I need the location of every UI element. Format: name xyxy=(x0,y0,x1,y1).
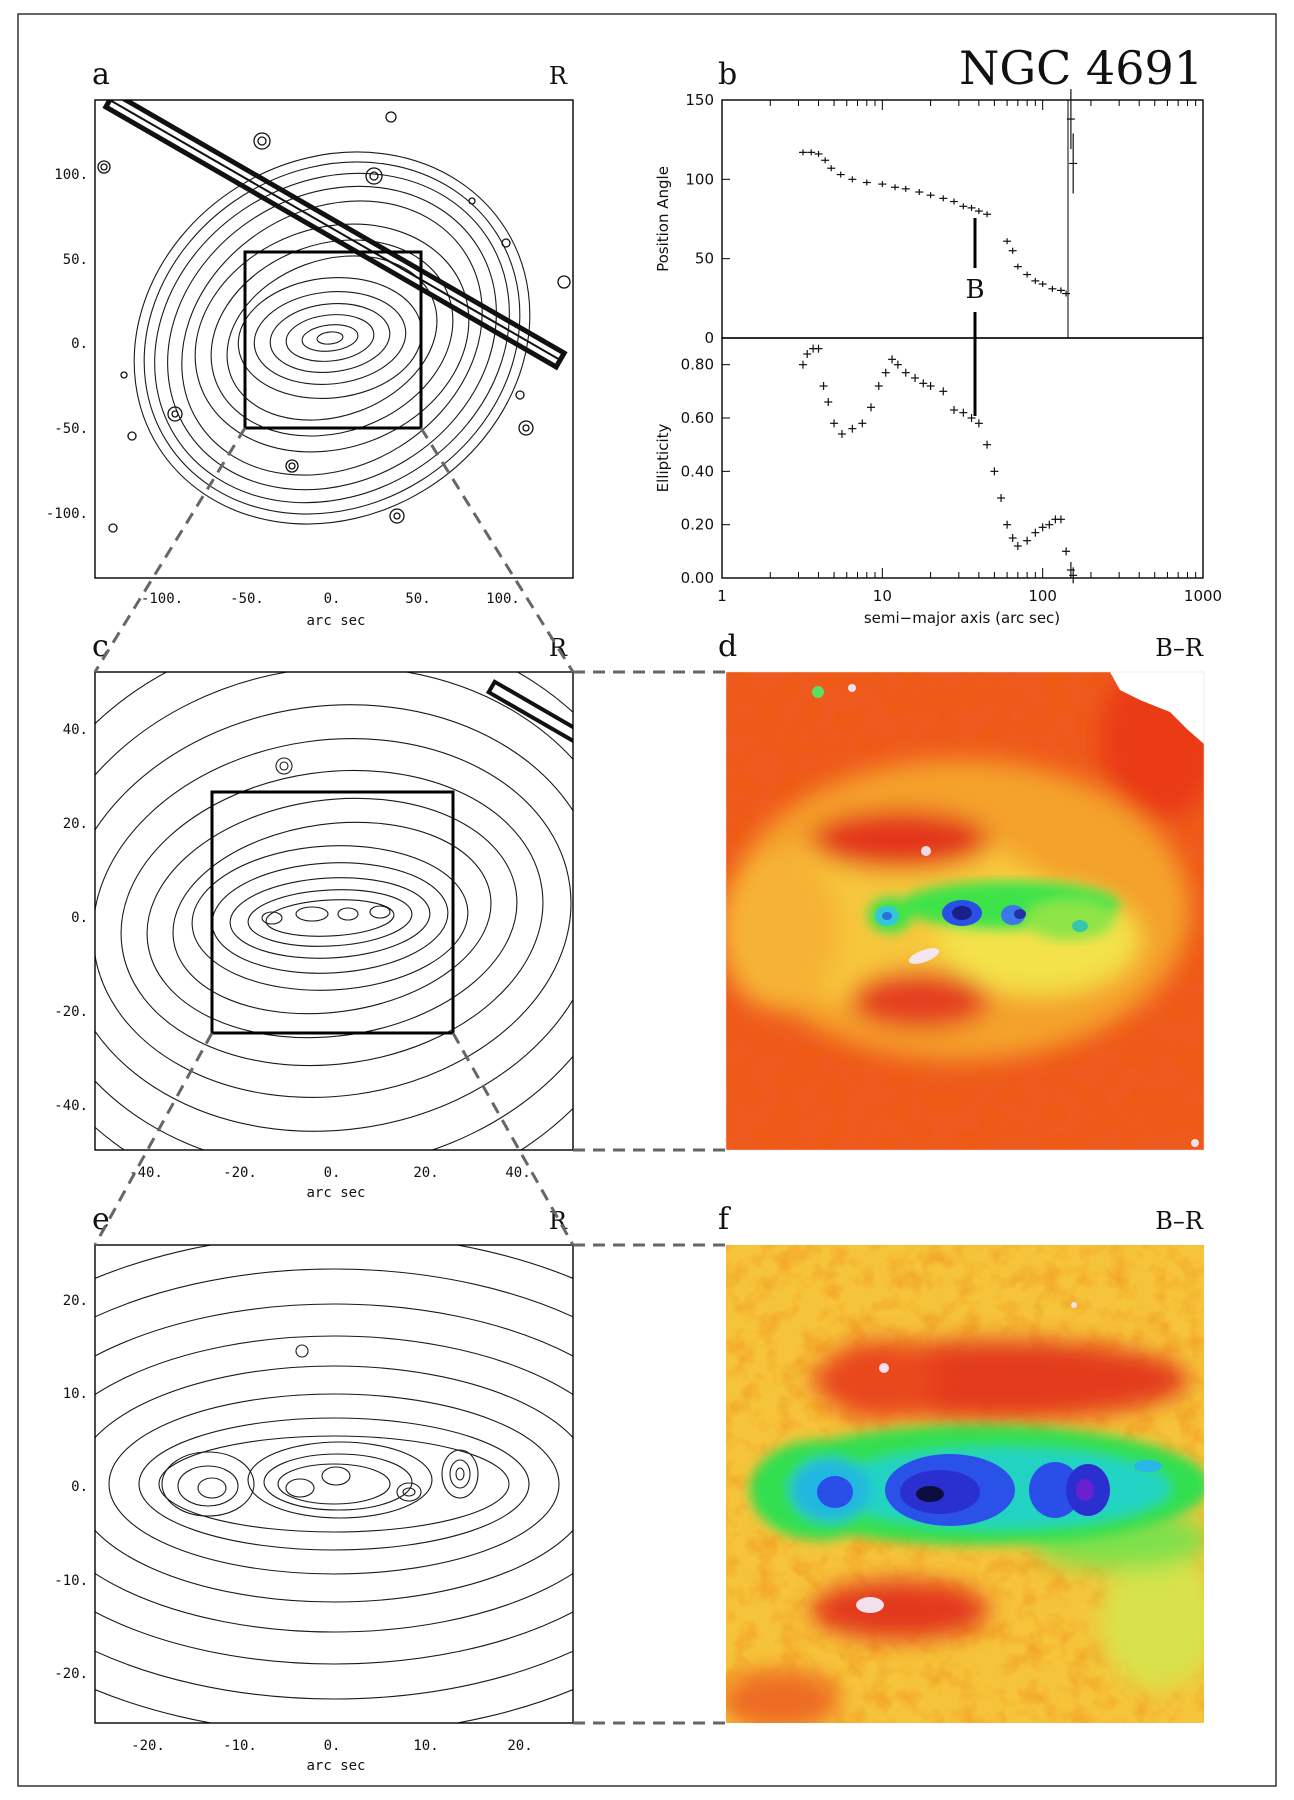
panel-c-ytick: 40. xyxy=(63,722,88,738)
panel-c-zoom-box xyxy=(210,790,455,1035)
panel-a: a R xyxy=(46,57,574,629)
ell-ytick-label: 0.60 xyxy=(681,409,714,427)
panel-e-x-ticks: -20. -10. 0. 10. 20. xyxy=(131,1738,533,1754)
panel-d-letter: d xyxy=(718,629,737,664)
page-frame xyxy=(17,13,1277,1787)
x-tick-label: 1 xyxy=(717,587,727,605)
panel-a-frame xyxy=(94,99,574,579)
panel-a-ytick: 100. xyxy=(54,167,88,183)
panel-e-xtick: 10. xyxy=(413,1738,438,1754)
ell-ytick-label: 0.00 xyxy=(681,569,714,587)
panel-e-contours xyxy=(95,1245,573,1723)
panel-a-xtick: -100. xyxy=(141,591,183,607)
panel-e-frame xyxy=(94,1244,574,1724)
panel-a-xlabel: arc sec xyxy=(306,613,365,629)
panel-d-band: B–R xyxy=(1155,634,1204,662)
panel-f: f B–R xyxy=(718,1202,1204,1723)
panel-a-contours xyxy=(97,100,571,533)
panel-c-xtick: 20. xyxy=(413,1165,438,1181)
zoom-connectors xyxy=(93,427,726,1725)
panel-f-letter: f xyxy=(718,1202,731,1237)
pa-ytick-label: 150 xyxy=(685,91,714,109)
panel-c-ytick: -40. xyxy=(54,1098,88,1114)
panel-a-ytick: -50. xyxy=(54,421,88,437)
panel-c-ytick: -20. xyxy=(54,1004,88,1020)
panel-a-band: R xyxy=(549,62,568,90)
panel-a-xtick: -50. xyxy=(230,591,264,607)
panel-c-xlabel: arc sec xyxy=(306,1185,365,1201)
pa-ytick-label: 50 xyxy=(695,250,714,268)
panel-a-xtick: 50. xyxy=(405,591,430,607)
panel-b-top-axis: 150 100 50 0 xyxy=(685,91,1204,347)
panel-d-frame xyxy=(725,671,1205,1151)
panel-e-xtick: -10. xyxy=(223,1738,257,1754)
panel-c-xtick: -40. xyxy=(129,1165,163,1181)
panel-c-x-ticks: -40. -20. 0. 20. 40. xyxy=(129,1165,531,1181)
bar-marker-label: B xyxy=(965,275,984,305)
panel-f-color-map xyxy=(726,1245,1204,1723)
panel-b-bottom-axis: 0.80 0.60 0.40 0.20 0.001 10 100 1000 xyxy=(681,356,1223,605)
panel-c-xtick: -20. xyxy=(223,1165,257,1181)
panel-e-ytick: 20. xyxy=(63,1293,88,1309)
ell-ytick-label: 0.40 xyxy=(681,462,714,480)
panel-a-ytick: 50. xyxy=(63,252,88,268)
panel-a-letter: a xyxy=(92,57,110,92)
panel-e-ytick: 10. xyxy=(63,1386,88,1402)
panel-c-xtick: 40. xyxy=(505,1165,530,1181)
panel-a-stars xyxy=(97,111,571,533)
panel-e-xtick: -20. xyxy=(131,1738,165,1754)
panel-a-x-ticks: -100. -50. 0. 50. 100. xyxy=(141,591,520,607)
panel-a-zoom-box xyxy=(243,250,423,430)
panel-c-y-ticks: 40. 20. 0. -20. -40. xyxy=(54,722,88,1114)
panel-a-ytick: 0. xyxy=(71,336,88,352)
panel-b: b 150 100 50 0 0.80 0.60 0.40 0.20 0.001 10 100 10… xyxy=(654,57,1222,627)
panel-c-frame xyxy=(94,671,574,1151)
panel-e-ytick: 0. xyxy=(71,1479,88,1495)
ellipticity-series xyxy=(798,344,1078,584)
panel-d: d B–R xyxy=(718,629,1205,1151)
ell-ytick-label: 0.20 xyxy=(681,516,714,534)
panel-c-ytick: 0. xyxy=(71,910,88,926)
ellipticity-ylabel: Ellipticity xyxy=(654,424,672,493)
pa-ytick-label: 0 xyxy=(704,329,714,347)
panel-e-ytick: -10. xyxy=(54,1573,88,1589)
figure-title: NGC 4691 xyxy=(959,41,1203,95)
panel-e-y-ticks: 20. 10. 0. -10. -20. xyxy=(54,1293,88,1682)
panel-a-ytick: -100. xyxy=(46,506,88,522)
ell-ytick-label: 0.80 xyxy=(681,356,714,374)
panel-a-xtick: 0. xyxy=(324,591,341,607)
panel-e-ytick: -20. xyxy=(54,1666,88,1682)
panel-e-xtick: 20. xyxy=(507,1738,532,1754)
panel-b-top-frame xyxy=(721,99,1204,339)
pa-ytick-label: 100 xyxy=(685,170,714,188)
panel-c-xtick: 0. xyxy=(324,1165,341,1181)
panel-a-y-ticks: 100. 50. 0. -50. -100. xyxy=(46,167,88,522)
panel-b-bottom-frame xyxy=(721,337,1204,579)
x-tick-label: 100 xyxy=(1028,587,1057,605)
panel-c-contours xyxy=(95,672,573,1150)
panel-e: e R xyxy=(54,1202,574,1774)
panel-f-band: B–R xyxy=(1155,1207,1204,1235)
panel-b-letter: b xyxy=(718,57,737,92)
x-tick-label: 10 xyxy=(873,587,892,605)
panel-c-letter: c xyxy=(92,629,109,664)
semi-major-axis-xlabel: semi−major axis (arc sec) xyxy=(864,609,1060,627)
panel-e-xlabel: arc sec xyxy=(306,1758,365,1774)
position-angle-series xyxy=(798,89,1078,297)
x-tick-label: 1000 xyxy=(1184,587,1222,605)
panel-a-xtick: 100. xyxy=(486,591,520,607)
panel-d-color-map xyxy=(726,672,1204,1150)
position-angle-ylabel: Position Angle xyxy=(654,166,672,272)
panel-c-ytick: 20. xyxy=(63,816,88,832)
panel-e-xtick: 0. xyxy=(324,1738,341,1754)
